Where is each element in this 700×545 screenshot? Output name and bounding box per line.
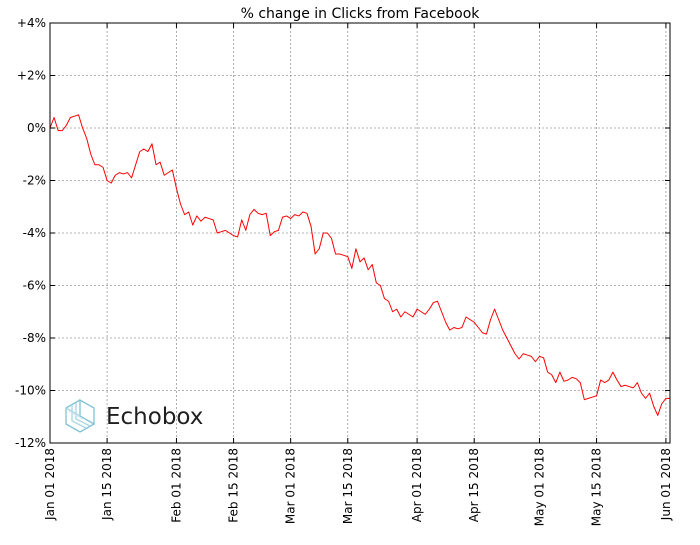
- x-tick-label: Apr 15 2018: [467, 448, 481, 522]
- x-tick-label: Mar 01 2018: [284, 448, 298, 524]
- x-tick-label: Mar 15 2018: [341, 448, 355, 524]
- x-tick-label: Jun 01 2018: [659, 448, 673, 521]
- x-tick-label: May 15 2018: [590, 448, 604, 526]
- echobox-logo-icon: [65, 398, 95, 433]
- y-tick-label: -10%: [15, 384, 46, 398]
- x-tick-label: Feb 01 2018: [169, 448, 183, 523]
- y-tick-label: -2%: [23, 174, 46, 188]
- y-tick-label: +2%: [17, 69, 46, 83]
- y-tick-label: -12%: [15, 436, 46, 450]
- echobox-watermark: Echobox: [65, 398, 203, 433]
- y-tick-label: -8%: [23, 331, 46, 345]
- y-tick-label: 0%: [27, 121, 46, 135]
- x-tick-label: Apr 01 2018: [410, 448, 424, 522]
- echobox-logo-text: Echobox: [106, 404, 203, 430]
- series-line: [49, 114, 670, 416]
- x-tick-label: Jan 01 2018: [43, 448, 57, 521]
- axis-layer: +4% +2% 0% -2% -4% -6% -8% -10% -12%Jan 01 2018 J…: [15, 16, 673, 526]
- y-tick-label: -6%: [23, 279, 46, 293]
- grid-layer: [50, 23, 670, 443]
- series-layer: [49, 114, 670, 416]
- x-tick-label: May 01 2018: [532, 448, 546, 526]
- x-tick-label: Jan 15 2018: [100, 448, 114, 521]
- x-tick-label: Feb 15 2018: [227, 448, 241, 523]
- y-tick-label: +4%: [17, 16, 46, 30]
- y-tick-label: -4%: [23, 226, 46, 240]
- chart-title: % change in Clicks from Facebook: [241, 6, 481, 22]
